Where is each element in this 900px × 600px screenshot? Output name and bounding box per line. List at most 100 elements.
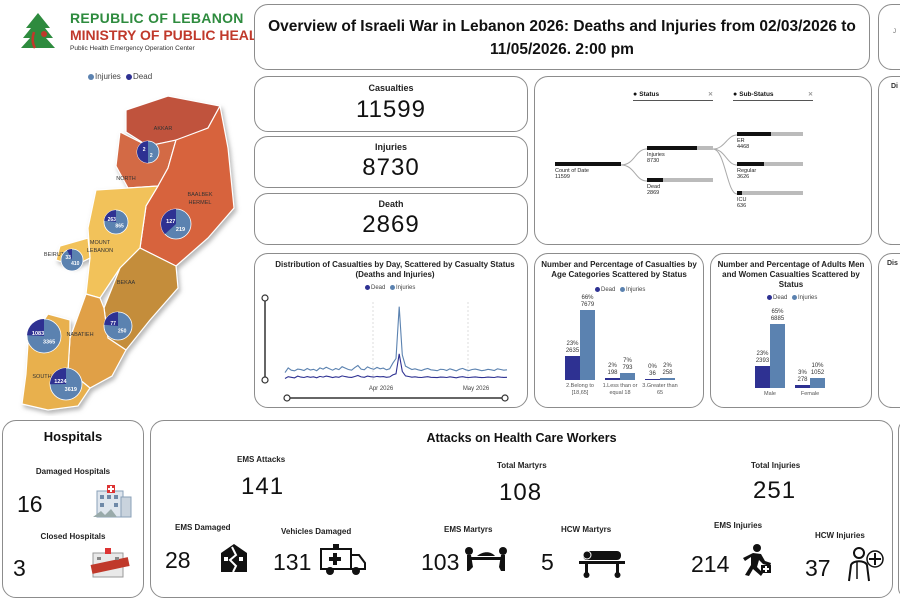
ems-damaged-label: EMS Damaged bbox=[175, 523, 231, 532]
label-north: NORTH bbox=[116, 176, 135, 182]
label-beirut: BEIRUT bbox=[44, 252, 65, 258]
label-mount-2: LEBANON bbox=[87, 248, 113, 254]
bubble-injuries-value: 250 bbox=[118, 328, 127, 334]
bar-dead[interactable] bbox=[795, 385, 810, 388]
bar-injuries[interactable] bbox=[810, 378, 825, 388]
legend-injuries-dot bbox=[620, 287, 626, 292]
x-label-apr: Apr 2026 bbox=[369, 386, 394, 392]
ems-martyrs-value: 103 bbox=[421, 549, 460, 575]
death-label: Death bbox=[378, 199, 404, 209]
bubble-injuries-value: 3619 bbox=[65, 387, 77, 393]
substatus-filter-header[interactable]: ● Sub-Status ✕ bbox=[733, 91, 813, 101]
hcw-martyrs-value: 5 bbox=[541, 549, 554, 575]
map-bubble-nabatieh[interactable]: 1083 3365 bbox=[26, 318, 62, 354]
ambulance-icon bbox=[320, 544, 366, 575]
dead-node-label: Dead bbox=[647, 184, 661, 190]
hospitals-card[interactable]: Hospitals Damaged Hospitals 16 Closed Ho… bbox=[2, 420, 144, 598]
slider-handle-right[interactable] bbox=[501, 394, 509, 402]
damaged-hospital-icon bbox=[93, 485, 132, 518]
bubble-dead-value: 2 bbox=[143, 147, 146, 153]
legend-dead-dot bbox=[126, 73, 133, 80]
series-line-dead bbox=[284, 353, 508, 379]
tree-node-icu[interactable]: ICU 636 bbox=[737, 191, 803, 209]
lebanon-map[interactable]: AKKAR NORTH BAALBEK HERMEL MOUNT LEBANON… bbox=[8, 88, 244, 416]
label-bekaa: BEKAA bbox=[117, 280, 136, 286]
bubble-injuries-value: 219 bbox=[176, 227, 185, 233]
total-martyrs-label: Total Martyrs bbox=[497, 461, 547, 470]
tree-node-er[interactable]: ER 4468 bbox=[737, 132, 803, 150]
sex-chart-card[interactable]: Number and Percentage of Adults Men and … bbox=[710, 253, 872, 408]
bar-dead[interactable] bbox=[755, 365, 770, 388]
gurney-icon bbox=[579, 550, 625, 578]
injuries-card[interactable]: Injuries 8730 bbox=[254, 136, 528, 188]
slider-handle-top[interactable] bbox=[261, 294, 269, 302]
attacks-title: Attacks on Health Care Workers bbox=[426, 431, 617, 445]
death-card[interactable]: Death 2869 bbox=[254, 193, 528, 245]
bar-injuries[interactable] bbox=[770, 324, 785, 388]
age-chart-card[interactable]: Number and Percentage of Casualties by A… bbox=[534, 253, 704, 408]
status-filter-header[interactable]: ● Status ✕ bbox=[633, 91, 713, 101]
casualties-card[interactable]: Casualties 11599 bbox=[254, 76, 528, 132]
tree-node-injuries[interactable]: Injuries 8730 bbox=[647, 146, 713, 164]
bar-dead[interactable] bbox=[565, 355, 580, 380]
decomposition-tree-card[interactable]: ● Status ✕ ● Sub-Status ✕ Count of Date 11… bbox=[534, 76, 872, 245]
bubble-injuries-value: 2 bbox=[150, 153, 153, 159]
tree-connectors bbox=[620, 134, 738, 195]
tree-node-regular[interactable]: Regular 3626 bbox=[737, 162, 803, 180]
cut-off-text: Dis bbox=[887, 260, 898, 267]
total-injuries-value: 251 bbox=[753, 477, 797, 504]
bubble-dead-value: 33 bbox=[65, 255, 71, 261]
bar-injuries[interactable] bbox=[620, 372, 635, 380]
daily-chart-gridlines bbox=[372, 302, 469, 382]
vertical-slider[interactable] bbox=[261, 294, 269, 384]
legend-injuries-dot bbox=[390, 285, 396, 290]
casualties-value: 11599 bbox=[356, 96, 426, 123]
bubble-dead-value: 1224 bbox=[54, 379, 67, 385]
bar-data-label: 66% 7679 bbox=[580, 295, 595, 308]
map-legend: Injuries Dead bbox=[88, 72, 152, 81]
bubble-dead-value: 127 bbox=[166, 219, 175, 225]
label-nabatieh: NABATIEH bbox=[66, 332, 93, 338]
daily-line-chart[interactable]: Apr 2026 May 2026 bbox=[255, 254, 529, 409]
er-node-value: 4468 bbox=[737, 144, 750, 150]
daily-chart-card[interactable]: Distribution of Casualties by Day, Scatt… bbox=[254, 253, 528, 408]
cedar-logo-icon bbox=[21, 13, 55, 49]
map-labels: AKKAR NORTH BAALBEK HERMEL MOUNT LEBANON… bbox=[32, 126, 212, 380]
bubble-dead-value: 263 bbox=[108, 217, 117, 223]
slider-handle-bottom[interactable] bbox=[261, 376, 269, 384]
bar-injuries[interactable] bbox=[660, 377, 675, 380]
bar-dead[interactable] bbox=[605, 378, 620, 380]
bar-data-label: 2% 258 bbox=[662, 362, 673, 376]
injuries-label: Injuries bbox=[374, 142, 407, 152]
bubble-injuries-value: 3365 bbox=[43, 340, 55, 346]
hcw-injuries-value: 37 bbox=[805, 555, 831, 581]
label-baalbek: BAALBEK bbox=[187, 192, 212, 198]
close-icon[interactable]: ✕ bbox=[707, 92, 713, 98]
bubble-injuries-value: 865 bbox=[115, 223, 124, 229]
damaged-building-icon bbox=[221, 544, 247, 573]
health-worker-icon bbox=[848, 547, 884, 582]
regular-node-label: Regular bbox=[737, 168, 757, 174]
horizontal-slider[interactable] bbox=[283, 394, 509, 402]
legend-injuries-label: Injuries bbox=[626, 287, 646, 294]
map-bubble-south[interactable]: 1224 3619 bbox=[49, 367, 83, 401]
tree-node-root[interactable]: Count of Date 11599 bbox=[555, 162, 621, 180]
attacks-card[interactable]: Attacks on Health Care Workers EMS Attac… bbox=[150, 420, 893, 598]
ministry-name-line3: Public Health Emergency Operation Center bbox=[70, 45, 195, 52]
close-icon[interactable]: ✕ bbox=[807, 92, 813, 98]
bar-dead[interactable] bbox=[645, 378, 660, 380]
bar-data-label: 0% 36 bbox=[648, 363, 657, 377]
map-bubble-north[interactable]: 22 bbox=[136, 140, 160, 164]
x-axis-label: 2.Belong to [18,65] bbox=[566, 383, 594, 396]
tree-node-dead[interactable]: Dead 2869 bbox=[647, 178, 713, 196]
slider-handle-left[interactable] bbox=[283, 394, 291, 402]
bar-injuries[interactable] bbox=[580, 310, 595, 380]
legend-dead-label: Dead bbox=[601, 287, 616, 294]
status-header-label: Status bbox=[639, 91, 660, 98]
vehicles-damaged-label: Vehicles Damaged bbox=[281, 527, 352, 536]
